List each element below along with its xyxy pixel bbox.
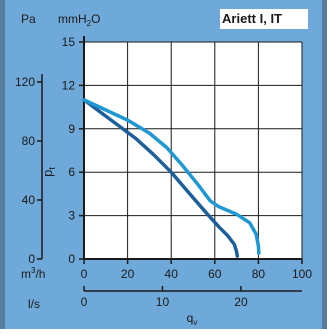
mmh2o-unit-label: mmH2O xyxy=(58,12,100,28)
x-axis-label: qv xyxy=(187,311,198,327)
y-axis-label-main: p xyxy=(40,170,55,177)
y-axis-label-sub: t xyxy=(47,167,57,170)
series-line-2 xyxy=(82,98,261,255)
ls-tick-label: 20 xyxy=(234,295,248,309)
x-tick-label: 20 xyxy=(121,267,135,281)
x-tick-label: 40 xyxy=(165,267,179,281)
x-unit-m3h-sup: 3 xyxy=(31,266,36,275)
x-axis-label-main: q xyxy=(187,311,194,325)
mmh2o-unit-tail: O xyxy=(91,12,100,26)
y-tick-label: 3 xyxy=(68,209,75,223)
x-tick-label: 80 xyxy=(252,267,266,281)
y-tick-label: 15 xyxy=(62,35,76,49)
x-unit-ls: l/s xyxy=(28,297,40,311)
x-axis-label-sub: v xyxy=(193,318,197,327)
ls-tick-label: 0 xyxy=(81,295,88,309)
plot-area xyxy=(84,42,302,259)
x-unit-m3h-tail: /h xyxy=(35,267,45,281)
y-tick-label: 0 xyxy=(68,252,75,266)
x-unit-m3h: m3/h xyxy=(21,266,45,281)
pa-tick-label: 80 xyxy=(22,134,36,148)
left-border-strip xyxy=(0,0,5,329)
x-tick-label: 0 xyxy=(81,267,88,281)
ls-tick-label: 10 xyxy=(156,295,170,309)
x-tick-label: 60 xyxy=(208,267,222,281)
right-border-strip xyxy=(322,0,327,329)
series-lines xyxy=(82,98,261,258)
pa-unit-label: Pa xyxy=(21,12,36,26)
chart-title: Ariett I, IT xyxy=(222,11,282,26)
x-tick-label: 100 xyxy=(292,267,312,281)
mmh2o-unit-sub: 2 xyxy=(87,19,92,28)
y-axis-label: pt xyxy=(40,167,57,177)
x-unit-m3h-main: m xyxy=(21,267,31,281)
y-tick-label: 6 xyxy=(68,165,75,179)
y-tick-label: 9 xyxy=(68,122,75,136)
title-box xyxy=(220,9,308,29)
mmh2o-unit-main: mmH xyxy=(58,12,87,26)
pa-tick-label: 40 xyxy=(22,193,36,207)
pa-tick-label: 0 xyxy=(28,252,35,266)
series-line-1 xyxy=(82,98,240,258)
y-tick-label: 12 xyxy=(62,78,76,92)
axes xyxy=(41,36,302,292)
pa-tick-label: 120 xyxy=(15,75,35,89)
